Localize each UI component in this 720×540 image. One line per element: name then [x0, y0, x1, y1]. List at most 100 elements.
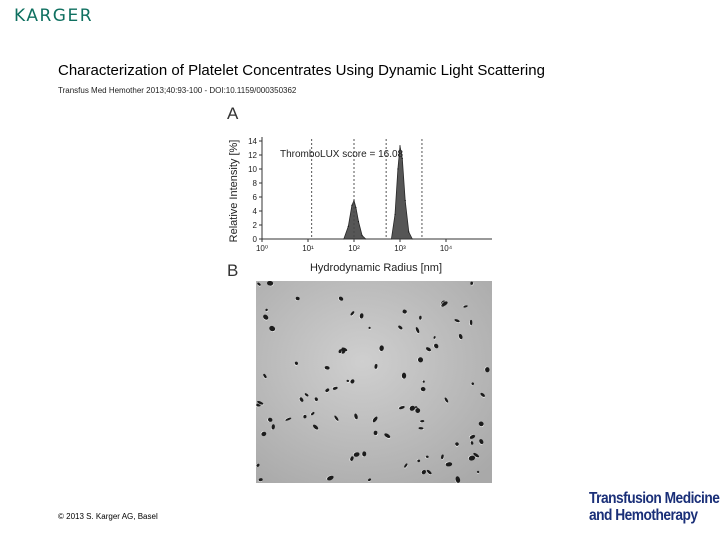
- platelet-body: [445, 462, 453, 467]
- platelet-body: [338, 349, 342, 354]
- journal-logo: Transfusion Medicine and Hemotherapy: [589, 490, 720, 524]
- platelet-body: [332, 386, 338, 390]
- platelet: [401, 372, 407, 380]
- platelet-body: [401, 372, 407, 379]
- platelet: [312, 424, 319, 431]
- platelet: [371, 416, 378, 423]
- platelet: [359, 313, 364, 319]
- platelet-body: [415, 327, 420, 334]
- platelet: [338, 296, 344, 301]
- micrograph: [256, 281, 492, 483]
- figure: A B 0 2 4 6 8 10 12 14 10⁰ 10¹ 10² 10³ 10⁴ ThromboL…: [226, 103, 492, 483]
- platelet-body: [338, 296, 344, 301]
- platelet: [353, 413, 358, 420]
- platelet: [314, 397, 318, 402]
- platelet: [284, 417, 292, 421]
- y-tick-label: 0: [253, 235, 258, 244]
- platelet: [408, 405, 416, 411]
- platelet-body: [479, 439, 484, 445]
- platelet-body: [468, 455, 476, 461]
- x-axis-label: Hydrodynamic Radius [nm]: [310, 262, 442, 274]
- citation: Transfus Med Hemother 2013;40:93-100 - D…: [58, 86, 297, 95]
- platelet: [294, 361, 298, 366]
- platelet-body: [354, 413, 358, 420]
- publisher-logo: KARGER: [14, 6, 94, 26]
- platelet-body: [379, 345, 384, 352]
- platelet: [267, 281, 274, 287]
- platelet: [257, 400, 264, 406]
- platelet: [303, 393, 309, 397]
- platelet: [455, 442, 459, 447]
- platelet-body: [324, 366, 330, 370]
- platelet: [444, 397, 449, 404]
- platelet: [367, 478, 372, 482]
- platelet-body: [350, 311, 355, 316]
- dls-chart: 0 2 4 6 8 10 12 14 10⁰ 10¹ 10² 10³ 10⁴ ThromboLUX s…: [228, 137, 492, 274]
- platelet-body: [294, 361, 298, 366]
- platelet-body: [441, 301, 448, 307]
- platelet: [258, 478, 263, 482]
- platelet-body: [420, 420, 425, 423]
- platelet-body: [421, 469, 426, 475]
- data-point: [408, 231, 410, 233]
- y-tick-label: 4: [253, 207, 258, 216]
- platelet-body: [372, 416, 378, 423]
- platelet: [368, 326, 372, 330]
- x-tick-label: 10⁴: [440, 244, 453, 253]
- y-tick-label: 6: [253, 193, 258, 202]
- x-tick-label: 10⁰: [256, 244, 268, 253]
- platelet: [415, 327, 420, 334]
- platelet-body: [478, 421, 484, 427]
- platelet-body: [485, 367, 490, 373]
- platelet-body: [350, 379, 355, 384]
- platelet-body: [473, 452, 480, 458]
- platelet: [473, 452, 480, 459]
- platelet: [404, 463, 408, 469]
- platelet: [426, 469, 432, 476]
- chart-panel: [226, 103, 492, 283]
- platelet-body: [359, 313, 364, 319]
- platelet: [256, 463, 260, 467]
- platelet: [417, 357, 424, 363]
- platelet: [420, 386, 426, 392]
- platelet-body: [384, 433, 391, 439]
- platelet: [260, 431, 267, 437]
- platelet-body: [425, 455, 429, 458]
- data-point: [394, 213, 396, 216]
- platelet-body: [469, 434, 476, 439]
- platelet: [418, 427, 424, 431]
- x-tick-label: 10¹: [302, 244, 314, 253]
- platelet-body: [426, 469, 432, 475]
- panel-label-b: B: [227, 261, 239, 280]
- copyright: © 2013 S. Karger AG, Basel: [58, 512, 158, 521]
- platelet: [470, 382, 475, 386]
- platelet-body: [353, 452, 360, 457]
- platelet: [419, 420, 425, 423]
- platelet-body: [267, 417, 273, 422]
- platelet: [433, 336, 437, 340]
- platelet: [263, 314, 269, 321]
- platelet: [349, 379, 355, 384]
- platelet: [398, 405, 405, 410]
- platelet: [263, 373, 267, 379]
- platelet: [421, 380, 425, 383]
- platelet-body: [415, 408, 421, 413]
- distribution-peak: [343, 199, 367, 240]
- platelet-body: [420, 386, 426, 392]
- data-point: [401, 157, 403, 160]
- platelet: [361, 451, 367, 457]
- platelet: [350, 311, 355, 317]
- data-point: [404, 199, 406, 202]
- platelet-body: [295, 296, 300, 301]
- platelet: [462, 304, 468, 308]
- journal-logo-line2: and Hemotherapy: [589, 507, 698, 524]
- platelet: [373, 430, 378, 436]
- platelet-body: [269, 325, 276, 332]
- platelet-body: [334, 415, 339, 421]
- data-point: [353, 199, 355, 202]
- x-tick-label: 10²: [348, 244, 360, 253]
- chart-annotation: ThromboLUX score = 16.08: [280, 149, 404, 160]
- y-tick-label: 8: [253, 179, 258, 188]
- platelet: [378, 345, 384, 352]
- platelet: [441, 301, 448, 307]
